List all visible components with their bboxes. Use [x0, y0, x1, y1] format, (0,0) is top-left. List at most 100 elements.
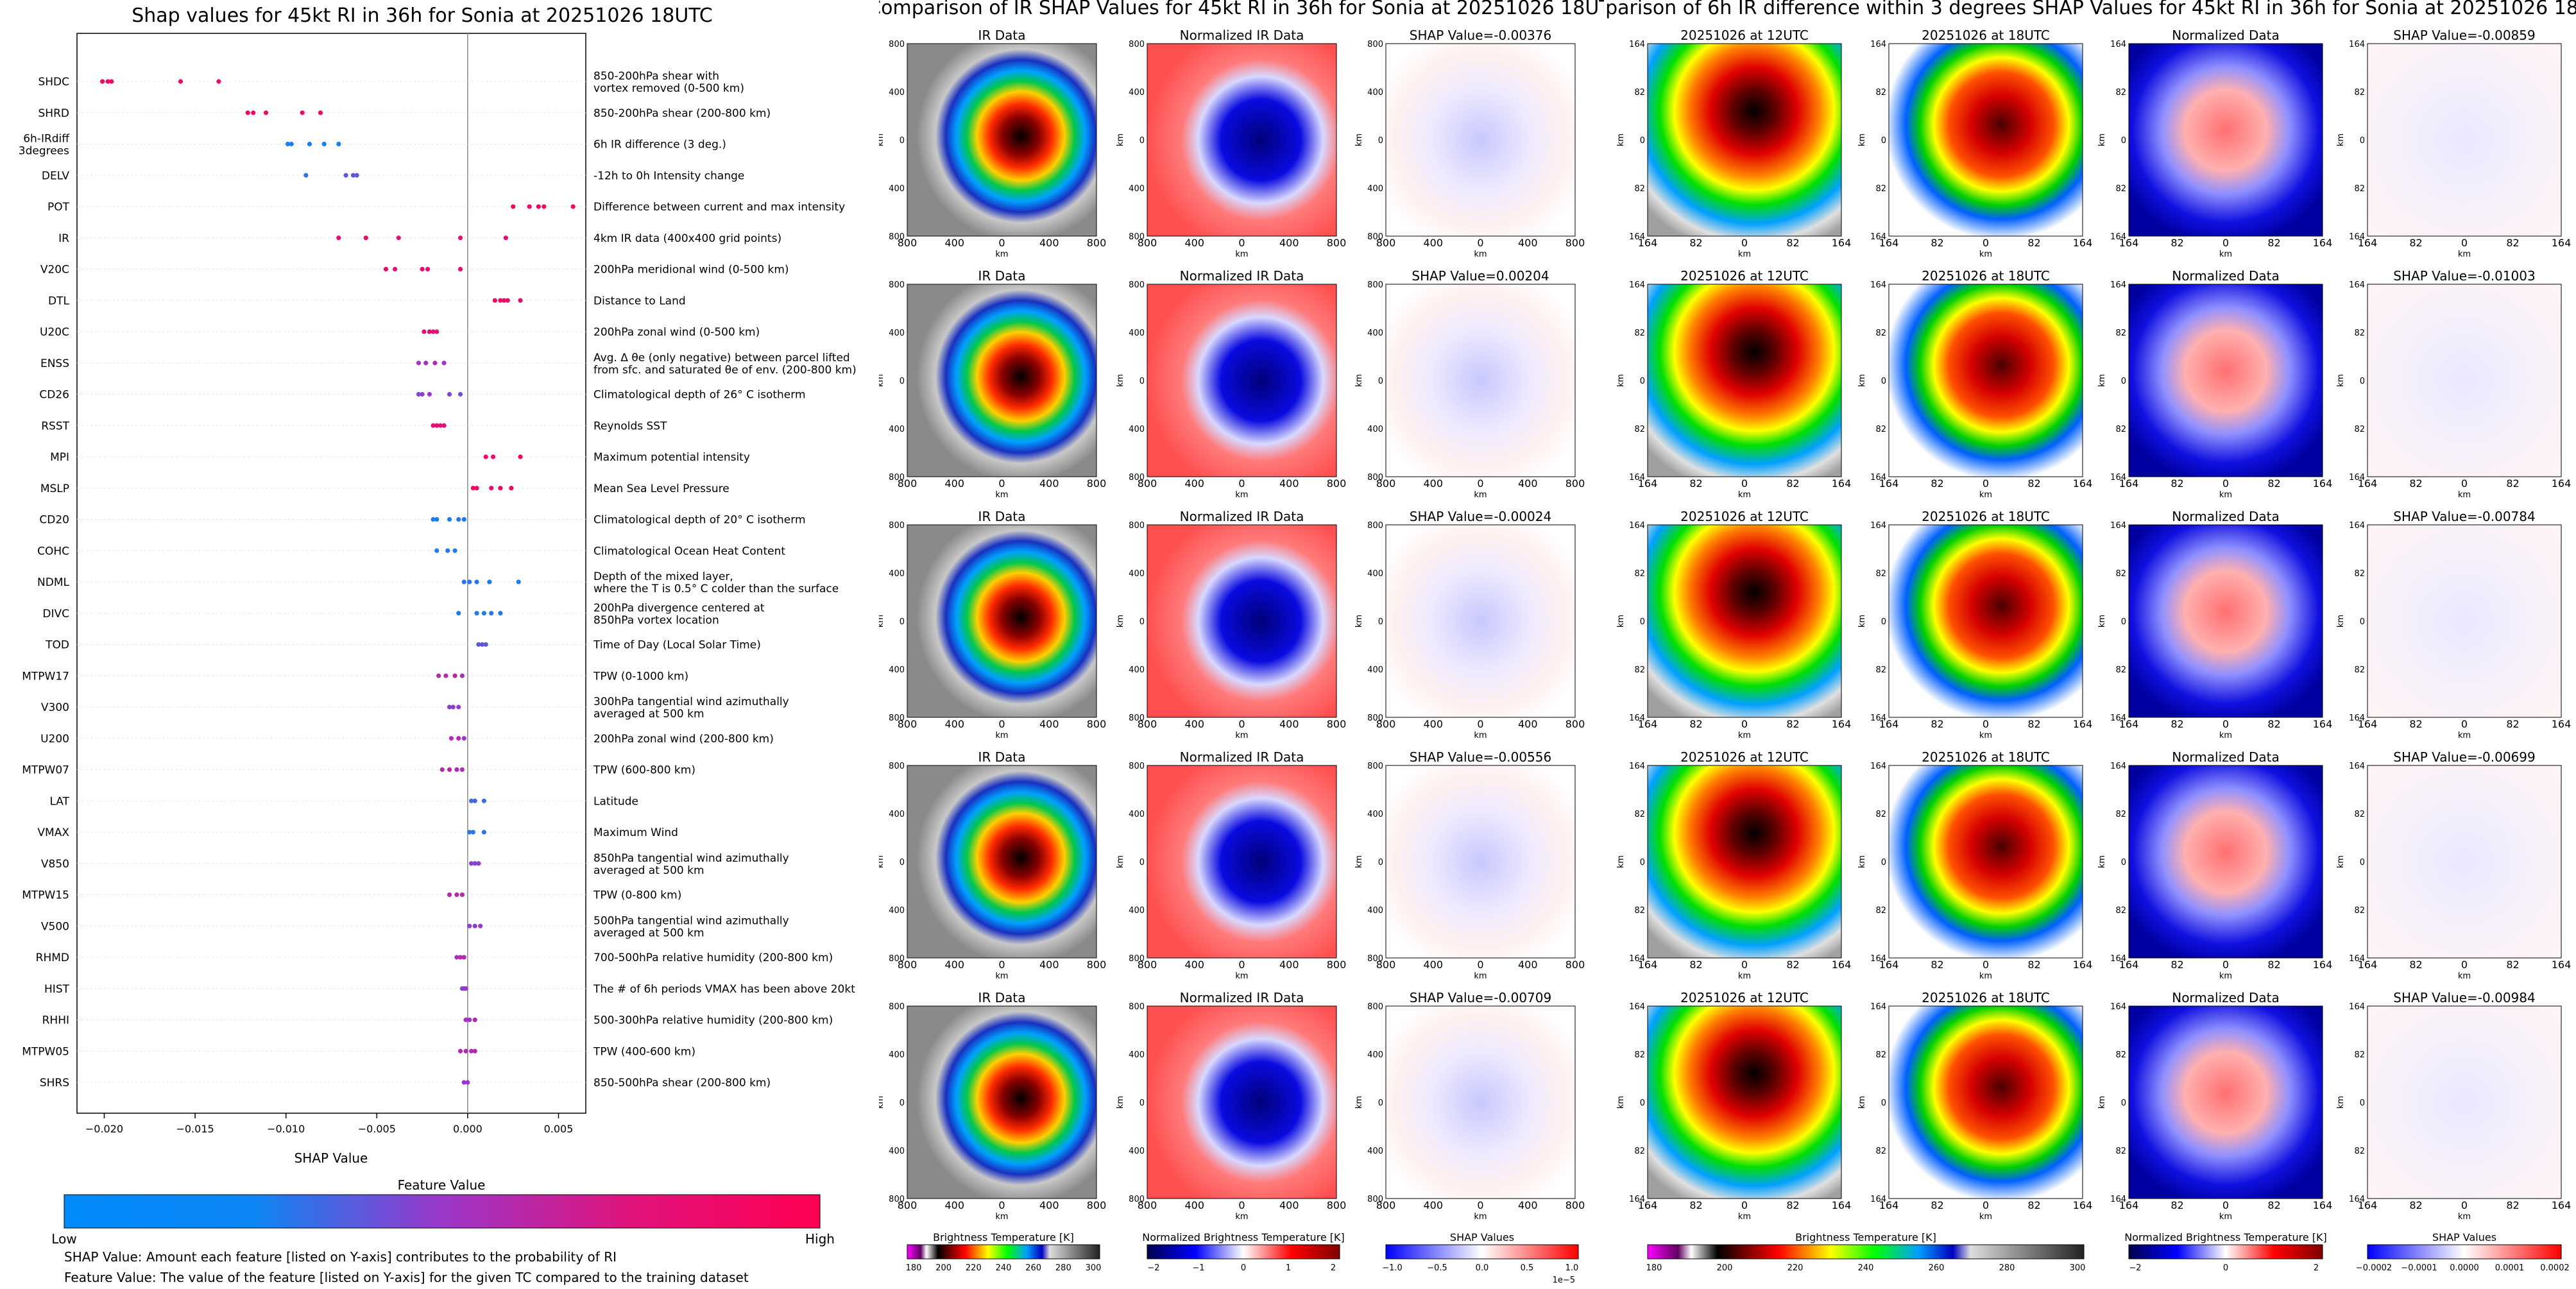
normalized-ir-panel: Normalized IR Data 800 400 0 400 800 km 800 400 0… [1116, 28, 1346, 259]
feature-description: TPW (400-600 km) [593, 1045, 695, 1058]
x-axis-label: km [1738, 1212, 1751, 1222]
y-tick-label: 82 [1875, 1147, 1886, 1156]
ir-shap-title: SHAP Value=-0.00556 [1410, 749, 1551, 765]
y-tick-label: 82 [1875, 665, 1886, 675]
x-tick-label: 164 [2358, 477, 2378, 490]
feature-value-colorbar [64, 1194, 821, 1229]
feature-description: Climatological depth of 26° C isotherm [593, 389, 806, 402]
x-tick-label: 82 [1786, 718, 1799, 730]
x-axis-label: km [1979, 250, 1992, 259]
shap-point [492, 298, 497, 303]
ir-comparison-title: Comparison of IR SHAP Values for 45kt RI… [879, 0, 1604, 19]
ir-data-panel: IR Data 800 400 0 400 800 km 800 400 0 400 800 km [879, 268, 1106, 500]
y-tick-label: 800 [889, 280, 905, 290]
normalized-diff-title: Normalized Data [2172, 268, 2280, 284]
colorbar-tick: 260 [1929, 1263, 1945, 1273]
shap-point [441, 423, 447, 428]
normalized-ir-panel: Normalized IR Data 800 400 0 400 800 km 800 400 0… [1116, 749, 1346, 981]
y-tick-label: 400 [1129, 1147, 1145, 1156]
y-tick-label: 164 [1629, 713, 1645, 723]
y-tick-label: 164 [2349, 473, 2365, 482]
ir-data-title: IR Data [978, 268, 1026, 284]
y-axis-label: km [1116, 855, 1125, 868]
shap-point [489, 486, 494, 491]
diff-shap-title: SHAP Value=-0.00859 [2393, 28, 2535, 43]
y-tick-label: 82 [1634, 425, 1645, 434]
shap-point [100, 79, 105, 84]
normalized-diff-title: Normalized Data [2172, 28, 2280, 43]
x-tick-label: 82 [2409, 718, 2422, 730]
ir-data-image [907, 284, 1097, 477]
x-tick-label: 0 [2222, 718, 2229, 730]
shap-point [518, 298, 523, 303]
ir-12utc-panel: 20251026 at 12UTC 164 82 0 82 164 km 164 82 0 82 16… [1616, 509, 1851, 740]
y-tick-label: 800 [889, 1195, 905, 1204]
x-tick-label: 164 [2119, 477, 2139, 490]
y-tick-label: 0 [1378, 617, 1383, 627]
x-tick-label: 82 [1931, 477, 1943, 490]
x-tick-label: 400 [1039, 237, 1059, 249]
ir-12utc-image [1647, 524, 1842, 718]
colorbar-tick: −1.0 [1382, 1263, 1403, 1273]
ir-data-panel: IR Data 800 400 0 400 800 km 800 400 0 400 800 km [879, 749, 1106, 981]
feature-label: NDML [37, 576, 69, 589]
colorbar-label: Normalized Brightness Temperature [K] [2124, 1231, 2327, 1243]
x-tick-label: −0.005 [358, 1123, 396, 1135]
x-tick-label: 82 [2267, 477, 2280, 490]
ir-shap-image [1385, 284, 1576, 477]
ir-shap-title: SHAP Value=-0.00709 [1410, 990, 1551, 1005]
y-tick-label: 164 [2110, 1195, 2126, 1204]
feature-description: 500-300hPa relative humidity (200-800 km… [593, 1014, 833, 1027]
y-tick-label: 0 [2121, 617, 2126, 627]
shap-point [448, 736, 454, 741]
y-tick-label: 400 [1129, 184, 1145, 194]
feature-label: V850 [41, 858, 69, 871]
shap-point [481, 830, 487, 835]
diff-normalized-colorbar: Normalized Brightness Temperature [K] −2 0… [2124, 1231, 2327, 1273]
x-axis-label: km [1474, 490, 1487, 500]
y-tick-label: 400 [1129, 1050, 1145, 1060]
shap-point [518, 454, 523, 459]
shap-point [459, 673, 465, 678]
shap-point [527, 204, 532, 209]
y-axis-label: km [1354, 374, 1364, 387]
x-tick-label: 0 [1983, 237, 1989, 249]
ir-data-image [907, 43, 1097, 237]
x-tick-label: 82 [1931, 1199, 1943, 1211]
colorbar-tick: 300 [1086, 1263, 1102, 1273]
feature-description: Latitude [593, 795, 638, 808]
y-tick-label: 82 [1634, 569, 1645, 579]
normalized-diff-image [2128, 765, 2323, 959]
x-tick-label: 400 [1184, 1199, 1204, 1211]
y-tick-label: 400 [889, 425, 905, 434]
x-axis-label: km [2219, 250, 2232, 259]
y-tick-label: 164 [1870, 762, 1886, 771]
ir-diff-comparison-title: Comparison of 6h IR difference within 3 … [1604, 0, 2576, 19]
x-tick-label: 400 [1039, 718, 1059, 730]
y-tick-label: 800 [889, 954, 905, 964]
y-tick-label: 800 [1367, 232, 1383, 242]
x-tick-label: 164 [2073, 1199, 2093, 1211]
y-tick-label: 164 [1870, 40, 1886, 49]
x-tick-label: 800 [1087, 477, 1107, 490]
summary-plot-frame [76, 33, 586, 1114]
y-tick-label: 400 [1129, 425, 1145, 434]
shap-point [354, 173, 359, 178]
shap-point [516, 579, 521, 585]
y-tick-label: 800 [889, 473, 905, 482]
x-tick-label: 0 [1238, 477, 1245, 490]
y-tick-label: 800 [1129, 40, 1145, 49]
x-tick-label: 82 [1689, 477, 1702, 490]
shap-point [461, 516, 466, 522]
shap-point [459, 767, 465, 773]
y-tick-label: 82 [1875, 425, 1886, 434]
ir-18utc-panel: 20251026 at 18UTC 164 82 0 82 164 km 164 82 0 82 16… [1857, 990, 2092, 1222]
feature-description: Time of Day (Local Solar Time) [593, 639, 761, 652]
y-tick-label: 800 [1129, 1002, 1145, 1012]
x-tick-label: 800 [1327, 1199, 1347, 1211]
ir-shap-panel: SHAP Value=0.00204 800 400 0 400 800 km 800 400 0… [1354, 268, 1585, 500]
normalized-diff-image [2128, 284, 2323, 477]
x-tick-label: 164 [2313, 1199, 2333, 1211]
y-tick-label: 800 [1367, 473, 1383, 482]
shap-point [441, 361, 447, 366]
